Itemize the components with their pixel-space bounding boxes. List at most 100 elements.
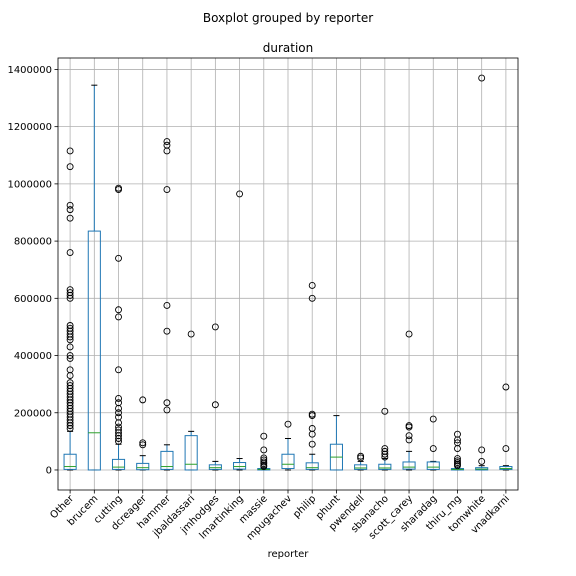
outlier-point bbox=[66, 354, 74, 362]
outlier-point bbox=[115, 395, 122, 402]
outlier-point bbox=[308, 294, 316, 302]
y-tick-label: 1400000 bbox=[7, 65, 52, 76]
outlier-point bbox=[236, 190, 244, 198]
outlier-point bbox=[502, 383, 510, 391]
y-tick-label: 1000000 bbox=[7, 179, 52, 190]
outlier-point bbox=[260, 456, 268, 464]
outlier-point bbox=[260, 446, 268, 454]
outlier-point bbox=[211, 401, 219, 409]
outlier-point bbox=[115, 306, 122, 314]
y-axis: 0 200000 400000 600000 800000 1000000 1200000 1… bbox=[7, 65, 58, 476]
outlier-point bbox=[211, 323, 219, 331]
box-tomwhite bbox=[475, 74, 489, 471]
outlier-point bbox=[115, 435, 122, 442]
outlier-point bbox=[139, 441, 147, 449]
outlier-point bbox=[260, 463, 268, 470]
outlier-point bbox=[66, 343, 74, 351]
iqr-box bbox=[426, 461, 440, 470]
outlier-point bbox=[66, 336, 74, 344]
boxes bbox=[63, 74, 513, 471]
iqr-box bbox=[378, 463, 392, 470]
outlier-point bbox=[163, 302, 171, 309]
x-axis-label: reporter bbox=[268, 549, 310, 560]
outlier-point bbox=[66, 292, 74, 299]
outlier-point bbox=[405, 432, 413, 440]
outlier-point bbox=[405, 436, 413, 444]
box-thiru_mg bbox=[450, 430, 465, 471]
outlier-point bbox=[66, 425, 74, 432]
outlier-point bbox=[478, 446, 486, 454]
outlier-point bbox=[405, 330, 413, 338]
outlier-point bbox=[260, 432, 268, 440]
outlier-point bbox=[66, 147, 74, 155]
outlier-point bbox=[284, 420, 292, 428]
box-phunt bbox=[329, 415, 343, 471]
iqr-box bbox=[63, 453, 77, 470]
x-tick-label: philip bbox=[291, 493, 318, 520]
outlier-point bbox=[163, 147, 171, 155]
outlier-point bbox=[66, 214, 74, 222]
outlier-point bbox=[163, 406, 171, 414]
box-pwendell bbox=[354, 452, 368, 471]
x-axis: Otherbrucemcuttingdcreagerhammerjbaldass… bbox=[48, 490, 512, 543]
grid bbox=[58, 58, 518, 490]
y-tick-label: 0 bbox=[46, 465, 52, 476]
box-hammer bbox=[160, 138, 174, 471]
outlier-point bbox=[66, 163, 74, 171]
outlier-point bbox=[381, 453, 389, 461]
chart-suptitle: Boxplot grouped by reporter bbox=[203, 11, 373, 25]
outlier-point bbox=[357, 454, 365, 462]
outlier-point bbox=[66, 206, 74, 214]
outlier-point bbox=[66, 249, 74, 256]
outlier-point bbox=[187, 330, 195, 338]
box-cutting bbox=[111, 184, 126, 471]
outlier-point bbox=[115, 313, 122, 321]
iqr-box bbox=[281, 453, 295, 470]
iqr-box bbox=[136, 462, 150, 471]
box-brucem bbox=[87, 84, 101, 471]
box-vnadkarni bbox=[499, 383, 513, 471]
outlier-point bbox=[405, 423, 413, 431]
iqr-box bbox=[87, 230, 101, 471]
outlier-point bbox=[66, 352, 74, 359]
outlier-point bbox=[163, 327, 171, 335]
outlier-point bbox=[502, 445, 510, 452]
outlier-point bbox=[429, 415, 437, 423]
iqr-box bbox=[233, 462, 247, 470]
outlier-point bbox=[454, 436, 461, 444]
outlier-point bbox=[429, 445, 437, 452]
box-jmhodges bbox=[208, 323, 222, 471]
y-tick-label: 400000 bbox=[14, 351, 52, 362]
box-massie bbox=[257, 432, 271, 471]
iqr-box bbox=[499, 466, 513, 470]
box-sharadag bbox=[426, 415, 440, 471]
iqr-box bbox=[160, 450, 174, 470]
outlier-point bbox=[163, 399, 171, 407]
outlier-point bbox=[115, 437, 122, 445]
outlier-point bbox=[66, 333, 74, 341]
outlier-point bbox=[478, 457, 486, 465]
outlier-point bbox=[308, 430, 316, 438]
y-tick-label: 800000 bbox=[14, 237, 52, 248]
outlier-point bbox=[115, 405, 122, 412]
outlier-point bbox=[260, 460, 268, 468]
box-lmartinking bbox=[233, 190, 247, 471]
iqr-box bbox=[111, 458, 126, 470]
outlier-point bbox=[66, 294, 74, 302]
iqr-box bbox=[208, 464, 222, 470]
box-philip bbox=[305, 281, 319, 471]
outlier-point bbox=[115, 186, 122, 194]
box-dcreager bbox=[136, 396, 150, 471]
y-tick-label: 1200000 bbox=[7, 122, 52, 133]
iqr-box bbox=[305, 462, 319, 470]
y-tick-label: 200000 bbox=[14, 408, 52, 419]
outlier-point bbox=[308, 412, 316, 420]
outlier-point bbox=[115, 409, 122, 417]
outlier-point bbox=[115, 366, 122, 374]
box-jbaldassari bbox=[184, 330, 198, 471]
iqr-box bbox=[402, 461, 416, 470]
outlier-point bbox=[478, 74, 486, 82]
outlier-point bbox=[454, 462, 461, 470]
outlier-point bbox=[357, 452, 365, 460]
